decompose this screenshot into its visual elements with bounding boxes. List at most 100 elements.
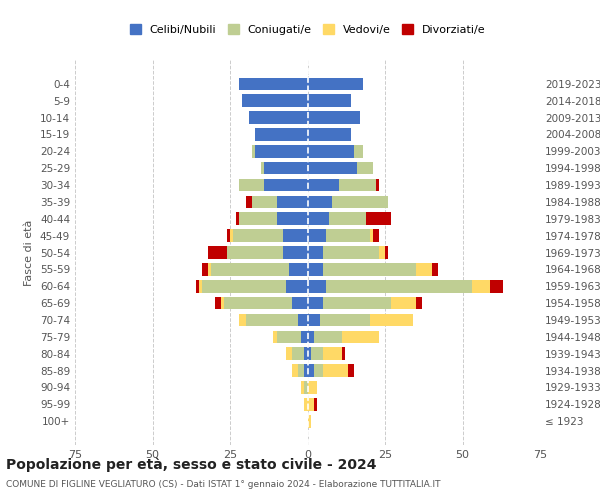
Bar [308, 348, 311, 360]
Bar [323, 297, 391, 310]
Bar [348, 364, 354, 377]
Bar [255, 128, 308, 141]
Bar [292, 348, 304, 360]
Bar [308, 330, 314, 343]
Bar [252, 196, 277, 208]
Bar [301, 381, 304, 394]
Bar [308, 196, 332, 208]
Bar [245, 314, 298, 326]
Bar [202, 263, 208, 276]
Bar [323, 263, 416, 276]
Bar [277, 196, 308, 208]
Bar [292, 364, 298, 377]
Bar [283, 246, 308, 259]
Bar [490, 280, 503, 292]
Bar [208, 263, 211, 276]
Bar [308, 162, 357, 174]
Bar [373, 230, 379, 242]
Bar [202, 280, 286, 292]
Bar [211, 263, 289, 276]
Bar [308, 297, 323, 310]
Bar [308, 212, 329, 225]
Bar [308, 246, 323, 259]
Bar [208, 246, 227, 259]
Bar [308, 381, 317, 394]
Bar [370, 314, 413, 326]
Bar [239, 314, 245, 326]
Bar [323, 348, 341, 360]
Bar [357, 162, 373, 174]
Bar [329, 212, 367, 225]
Bar [370, 230, 373, 242]
Bar [286, 348, 292, 360]
Bar [308, 145, 354, 158]
Bar [227, 246, 283, 259]
Bar [379, 246, 385, 259]
Bar [472, 280, 490, 292]
Bar [283, 230, 308, 242]
Bar [385, 246, 388, 259]
Bar [233, 230, 283, 242]
Bar [239, 178, 264, 192]
Bar [376, 178, 379, 192]
Bar [277, 330, 301, 343]
Bar [264, 178, 308, 192]
Legend: Celibi/Nubili, Coniugati/e, Vedovi/e, Divorziati/e: Celibi/Nubili, Coniugati/e, Vedovi/e, Di… [125, 20, 490, 39]
Bar [338, 178, 376, 192]
Bar [341, 348, 345, 360]
Bar [314, 330, 341, 343]
Bar [308, 178, 338, 192]
Bar [308, 263, 323, 276]
Bar [277, 212, 308, 225]
Bar [289, 263, 308, 276]
Bar [248, 111, 308, 124]
Bar [261, 162, 264, 174]
Bar [245, 196, 252, 208]
Bar [301, 330, 308, 343]
Text: COMUNE DI FIGLINE VEGLIATURO (CS) - Dati ISTAT 1° gennaio 2024 - Elaborazione TU: COMUNE DI FIGLINE VEGLIATURO (CS) - Dati… [6, 480, 440, 489]
Bar [308, 314, 320, 326]
Bar [298, 314, 308, 326]
Bar [308, 230, 326, 242]
Bar [314, 364, 323, 377]
Y-axis label: Fasce di età: Fasce di età [25, 220, 34, 286]
Bar [298, 364, 304, 377]
Bar [304, 348, 308, 360]
Bar [323, 246, 379, 259]
Bar [308, 364, 314, 377]
Bar [314, 398, 317, 410]
Bar [308, 415, 311, 428]
Bar [323, 364, 348, 377]
Text: Popolazione per età, sesso e stato civile - 2024: Popolazione per età, sesso e stato civil… [6, 458, 377, 472]
Bar [431, 263, 438, 276]
Bar [308, 78, 364, 90]
Bar [326, 230, 370, 242]
Bar [196, 280, 199, 292]
Bar [391, 297, 416, 310]
Bar [308, 398, 314, 410]
Bar [239, 78, 308, 90]
Bar [274, 330, 277, 343]
Bar [308, 280, 326, 292]
Bar [308, 111, 360, 124]
Bar [242, 94, 308, 107]
Bar [311, 348, 323, 360]
Bar [221, 297, 224, 310]
Bar [308, 94, 351, 107]
Bar [367, 212, 391, 225]
Bar [236, 212, 239, 225]
Bar [264, 162, 308, 174]
Bar [224, 297, 292, 310]
Bar [308, 128, 351, 141]
Bar [239, 212, 277, 225]
Bar [416, 297, 422, 310]
Bar [354, 145, 364, 158]
Bar [199, 280, 202, 292]
Bar [332, 196, 388, 208]
Bar [215, 297, 221, 310]
Bar [320, 314, 370, 326]
Bar [304, 398, 308, 410]
Bar [304, 364, 308, 377]
Bar [416, 263, 431, 276]
Bar [341, 330, 379, 343]
